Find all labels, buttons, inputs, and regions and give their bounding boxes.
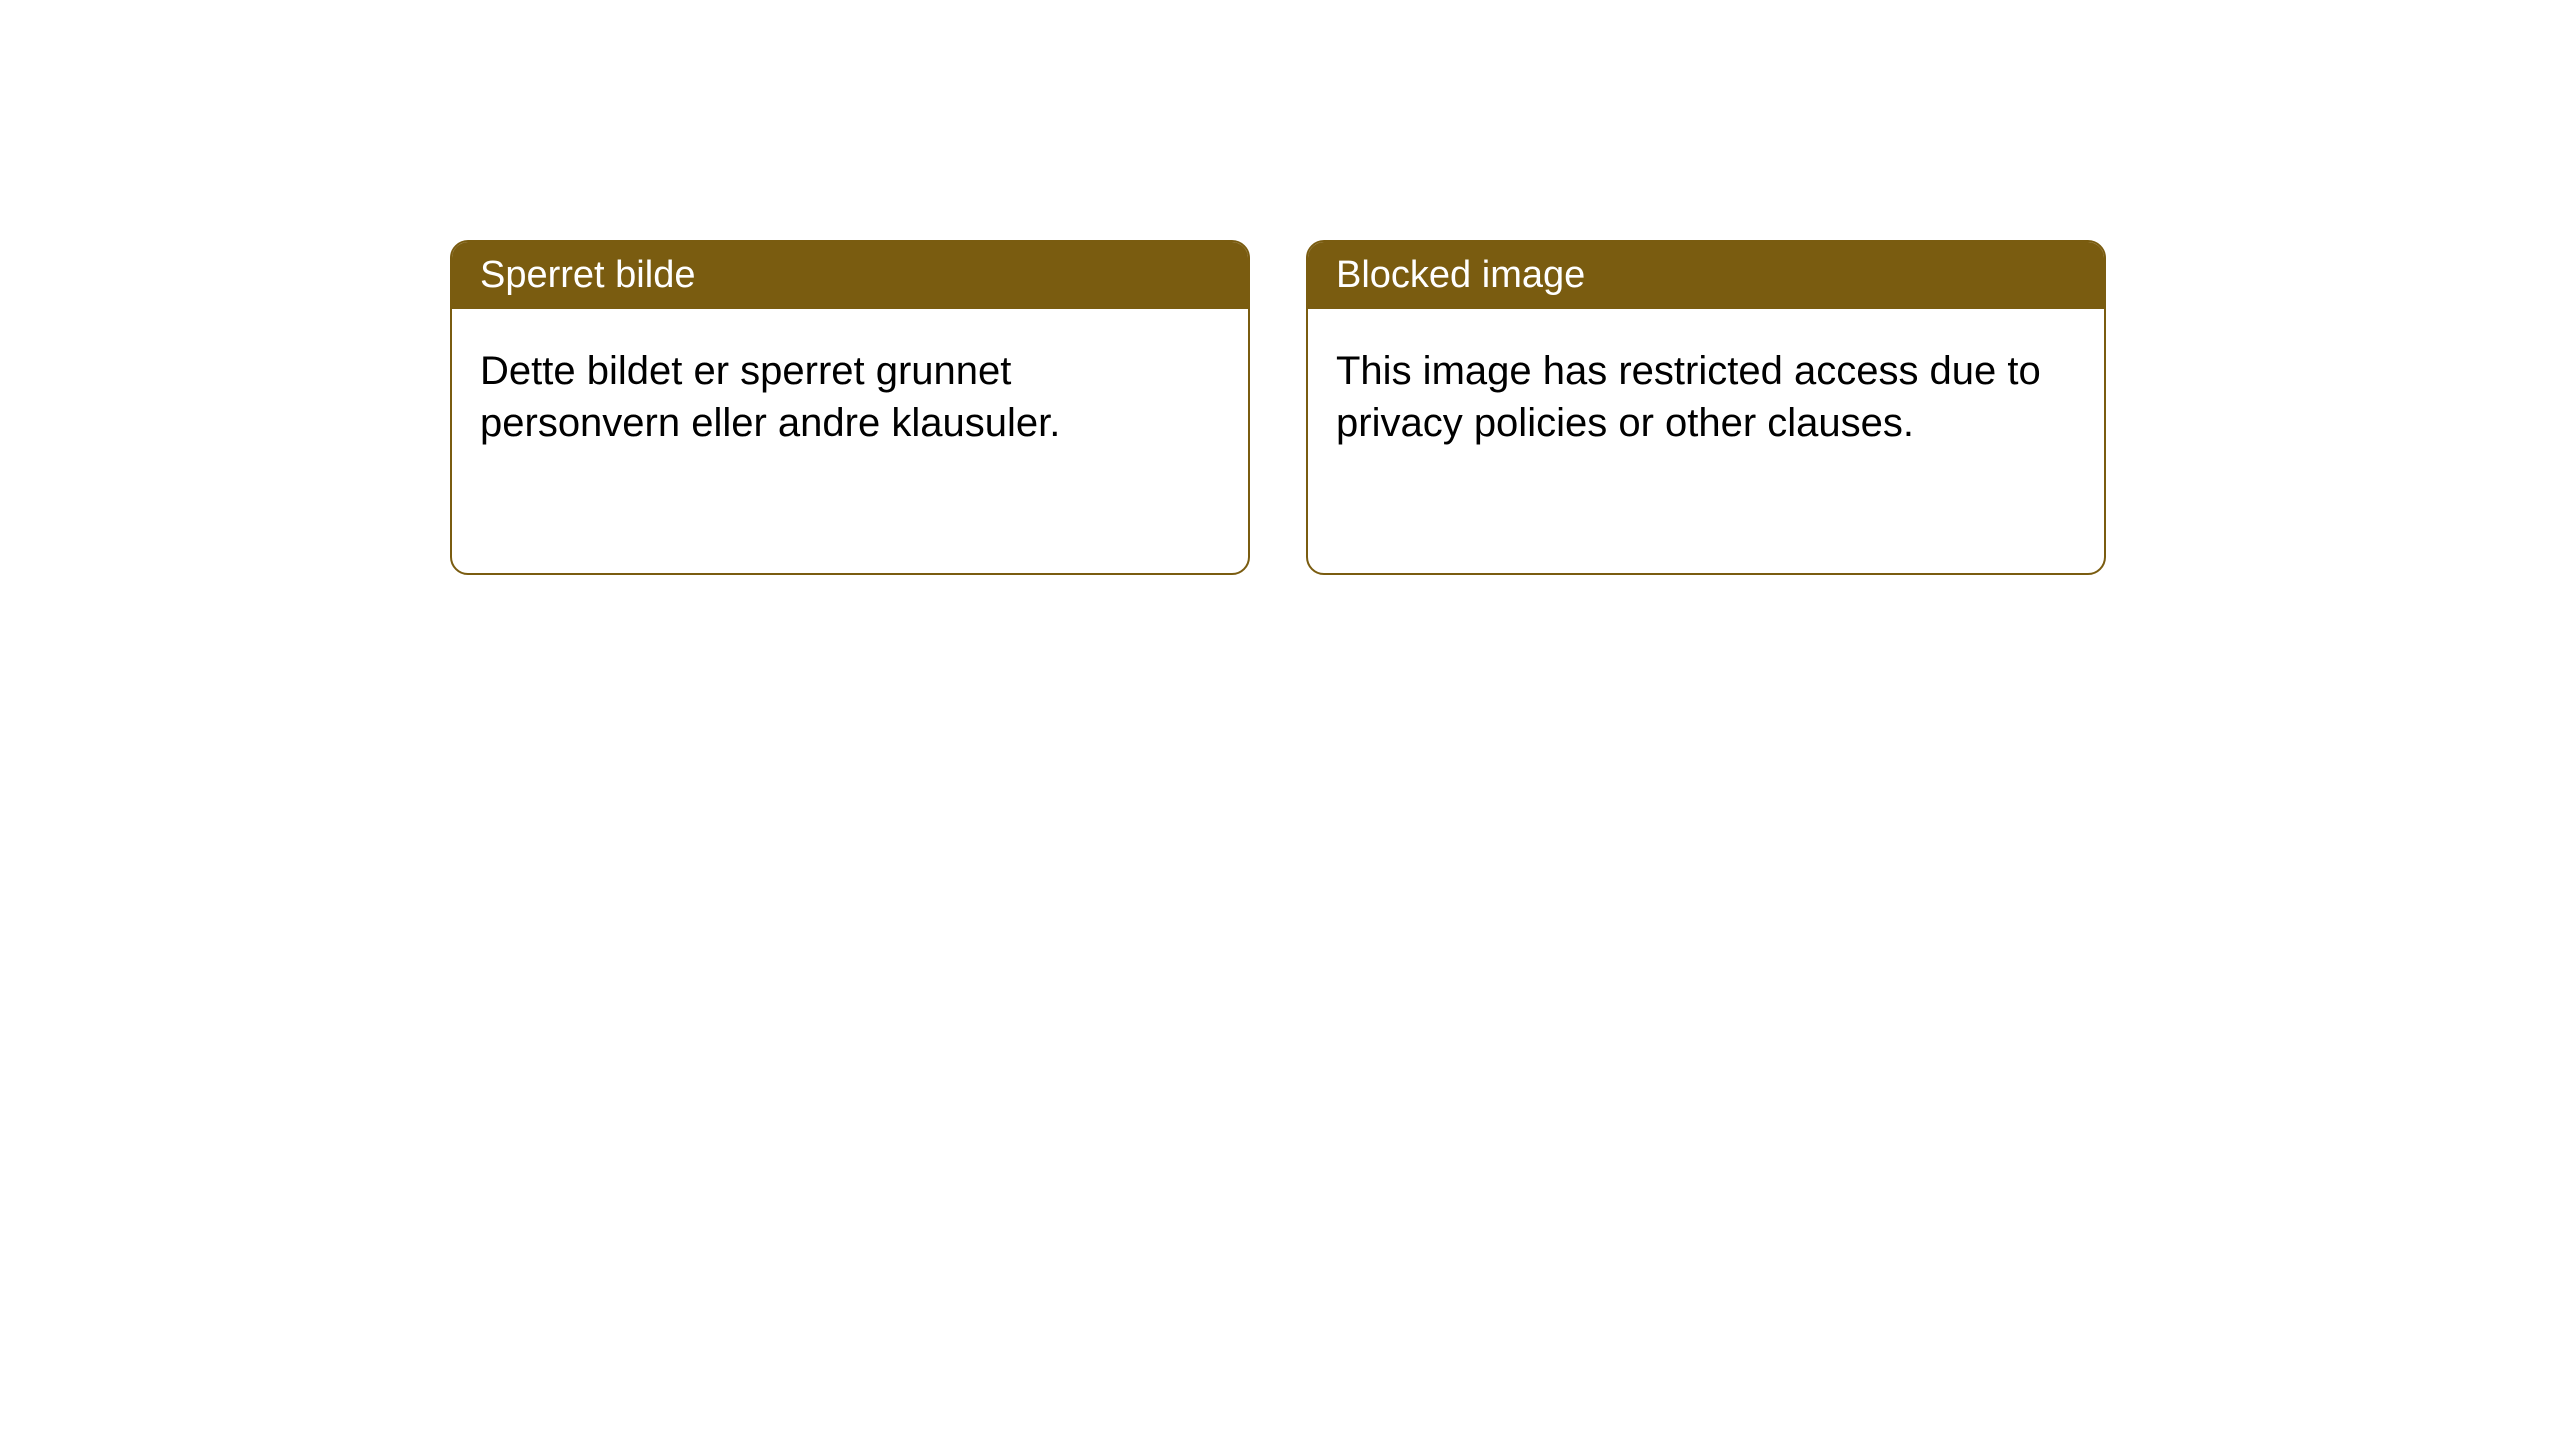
notice-text: This image has restricted access due to … bbox=[1336, 349, 2041, 445]
notice-title: Blocked image bbox=[1336, 254, 1585, 296]
notice-box-english: Blocked image This image has restricted … bbox=[1306, 240, 2106, 575]
notice-body: This image has restricted access due to … bbox=[1308, 309, 2104, 485]
notice-container: Sperret bilde Dette bildet er sperret gr… bbox=[450, 240, 2106, 575]
notice-body: Dette bildet er sperret grunnet personve… bbox=[452, 309, 1248, 485]
notice-header: Blocked image bbox=[1308, 242, 2104, 309]
notice-box-norwegian: Sperret bilde Dette bildet er sperret gr… bbox=[450, 240, 1250, 575]
notice-text: Dette bildet er sperret grunnet personve… bbox=[480, 349, 1060, 445]
notice-title: Sperret bilde bbox=[480, 254, 695, 296]
notice-header: Sperret bilde bbox=[452, 242, 1248, 309]
